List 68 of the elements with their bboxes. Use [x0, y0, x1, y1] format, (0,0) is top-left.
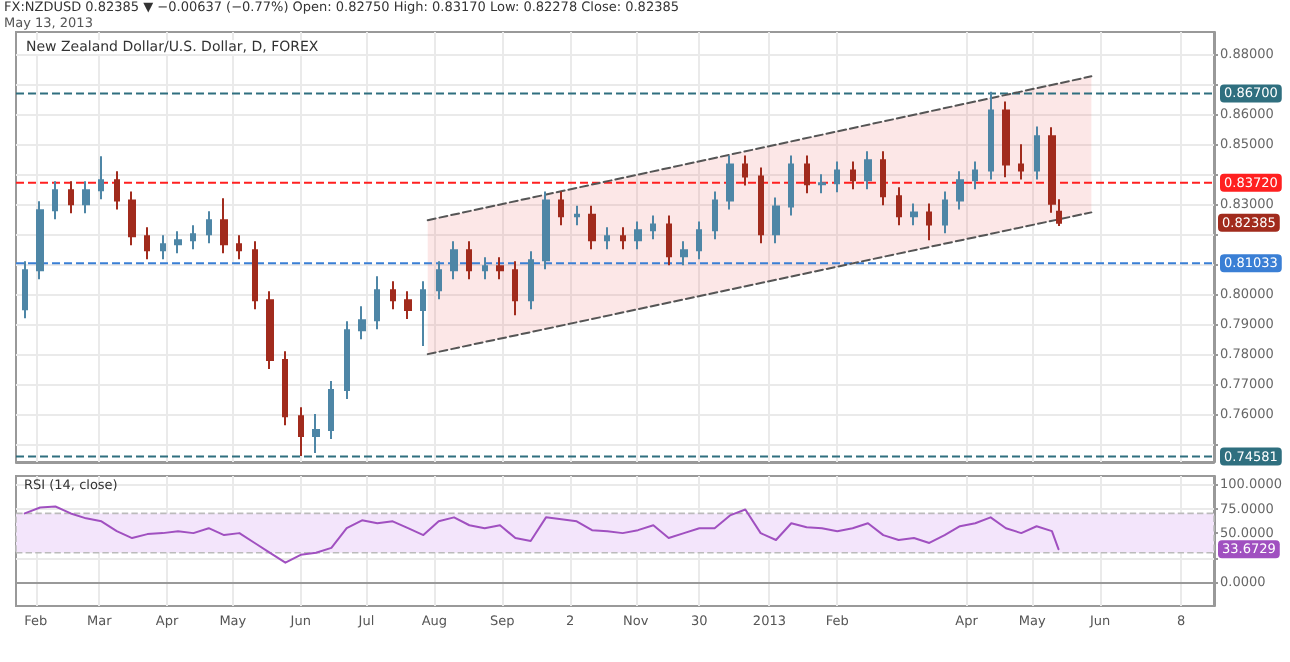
candlestick: [236, 234, 242, 261]
candlestick: [850, 160, 856, 191]
candlestick: [328, 380, 334, 440]
candlestick: [666, 214, 672, 267]
candlestick: [880, 150, 886, 207]
candlestick: [252, 240, 258, 311]
candlestick: [558, 190, 564, 227]
candlestick: [266, 290, 274, 371]
candlestick: [696, 220, 702, 261]
candlestick: [650, 214, 656, 241]
candlestick: [512, 260, 518, 317]
candlestick: [82, 180, 90, 215]
candlestick: [404, 290, 412, 321]
candlestick: [588, 204, 596, 251]
candlestick: [68, 180, 74, 215]
line-series: [23, 505, 1060, 564]
candlestick: [680, 240, 688, 267]
candlestick: [620, 226, 626, 251]
candlestick: [834, 160, 840, 194]
candlestick: [390, 280, 396, 311]
candlestick: [772, 196, 780, 245]
candlestick: [972, 160, 978, 191]
candlestick: [298, 406, 304, 458]
candlestick: [956, 170, 964, 211]
candlestick: [742, 154, 748, 187]
candlestick: [896, 186, 902, 227]
candlestick: [358, 305, 366, 341]
candlestick: [466, 240, 472, 281]
candlestick: [804, 154, 810, 195]
candlestick: [758, 166, 764, 245]
candlestick: [36, 200, 44, 281]
candlestick: [864, 150, 872, 191]
candlestick: [910, 202, 918, 227]
candlestick: [206, 210, 212, 245]
candlestick: [788, 154, 794, 217]
candlestick: [528, 250, 534, 311]
candlestick: [220, 197, 228, 255]
candlestick: [496, 256, 504, 281]
candlestick: [436, 260, 442, 301]
candlestick: [282, 350, 288, 427]
candlestick: [634, 220, 642, 251]
candlestick: [174, 230, 182, 255]
candlestick: [344, 320, 350, 401]
candlestick: [712, 190, 718, 241]
candlestick: [988, 90, 994, 181]
candlestick: [374, 275, 380, 331]
candlestick: [160, 234, 166, 261]
candlestick: [482, 256, 488, 281]
candlestick: [22, 260, 28, 320]
candlestick: [144, 226, 150, 261]
candlestick: [128, 190, 136, 247]
candlestick: [450, 240, 458, 281]
candlestick: [574, 204, 580, 227]
candlestick: [312, 413, 320, 455]
candlestick: [420, 280, 426, 348]
candlestick: [726, 154, 734, 211]
candlestick: [1034, 125, 1040, 181]
candlestick: [190, 224, 196, 251]
candlestick: [1018, 143, 1024, 181]
candlestick: [604, 226, 610, 251]
candlestick: [542, 190, 550, 271]
candlestick: [1002, 100, 1010, 179]
candlestick: [98, 155, 104, 201]
candlestick: [942, 190, 948, 235]
candlestick: [926, 202, 932, 242]
candlestick: [52, 180, 58, 221]
candlestick: [818, 173, 826, 195]
candlestick: [114, 170, 120, 211]
